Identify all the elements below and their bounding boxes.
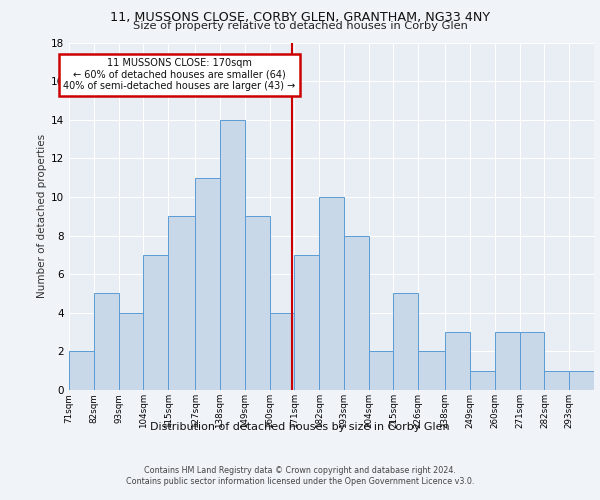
Y-axis label: Number of detached properties: Number of detached properties — [37, 134, 47, 298]
Bar — [269, 313, 295, 390]
Bar — [69, 352, 94, 390]
Bar — [520, 332, 544, 390]
Bar — [470, 370, 495, 390]
Text: Distribution of detached houses by size in Corby Glen: Distribution of detached houses by size … — [150, 422, 450, 432]
Bar — [319, 197, 344, 390]
Bar — [344, 236, 368, 390]
Bar — [394, 294, 418, 390]
Text: Contains HM Land Registry data © Crown copyright and database right 2024.: Contains HM Land Registry data © Crown c… — [144, 466, 456, 475]
Bar — [143, 255, 168, 390]
Bar — [368, 352, 394, 390]
Bar — [168, 216, 195, 390]
Bar — [445, 332, 470, 390]
Bar — [245, 216, 269, 390]
Bar — [295, 255, 319, 390]
Text: 11, MUSSONS CLOSE, CORBY GLEN, GRANTHAM, NG33 4NY: 11, MUSSONS CLOSE, CORBY GLEN, GRANTHAM,… — [110, 11, 490, 24]
Bar — [119, 313, 143, 390]
Bar — [569, 370, 594, 390]
Text: Contains public sector information licensed under the Open Government Licence v3: Contains public sector information licen… — [126, 477, 474, 486]
Bar — [195, 178, 220, 390]
Bar — [544, 370, 569, 390]
Bar — [495, 332, 520, 390]
Text: Size of property relative to detached houses in Corby Glen: Size of property relative to detached ho… — [133, 21, 467, 31]
Bar — [418, 352, 445, 390]
Text: 11 MUSSONS CLOSE: 170sqm
← 60% of detached houses are smaller (64)
40% of semi-d: 11 MUSSONS CLOSE: 170sqm ← 60% of detach… — [63, 58, 296, 91]
Bar — [220, 120, 245, 390]
Bar — [94, 294, 119, 390]
